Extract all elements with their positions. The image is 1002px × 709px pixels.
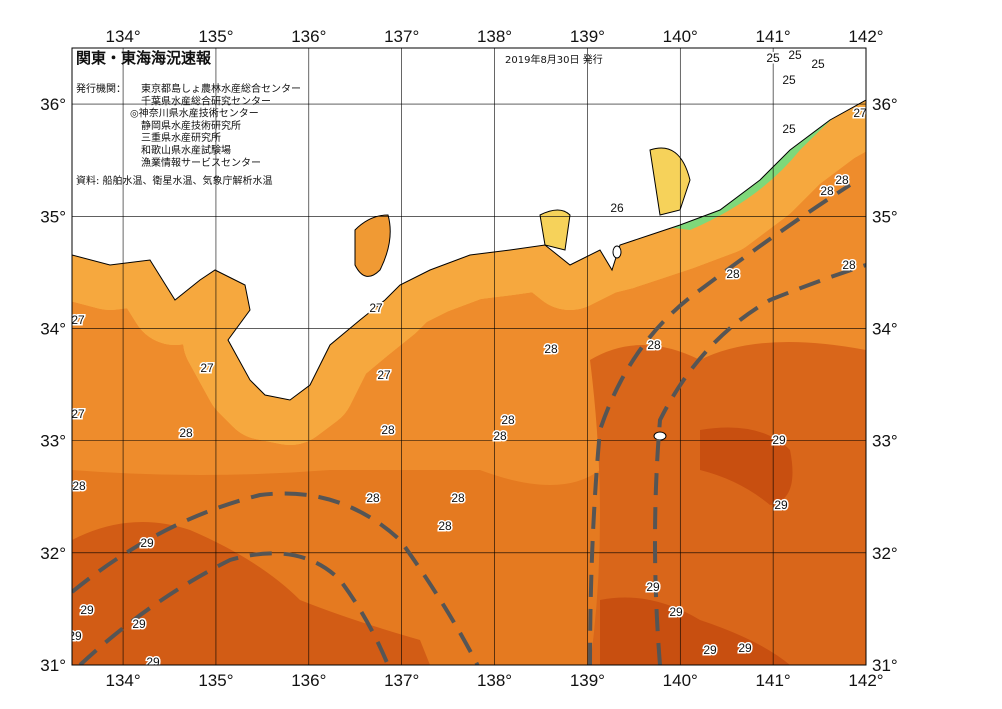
lon-label: 137° [384, 671, 419, 690]
issue-date: 2019年8月30日 発行 [505, 53, 603, 66]
lon-label: 134° [105, 671, 140, 690]
lon-label: 135° [198, 671, 233, 690]
axis-labels: 134° 134° 135° 135° 136° 136° 137° 137° 138° 138°… [40, 27, 897, 690]
publisher: 三重県水産研究所 [141, 131, 221, 144]
lat-label: 33° [872, 432, 898, 451]
contour-label: 28 [366, 491, 380, 505]
kuroshio [72, 183, 866, 665]
contour-label: 26 [610, 201, 624, 215]
title: 関東・東海海況速報 [76, 49, 212, 67]
island [653, 431, 667, 441]
lat-label: 32° [872, 544, 898, 563]
contour-label: 27 [200, 361, 214, 375]
ise-bay [354, 214, 391, 277]
contour-label: 25 [811, 57, 825, 71]
publisher: ◎神奈川県水産技術センター [130, 107, 259, 120]
lat-label: 31° [40, 656, 66, 675]
lon-label: 134° [105, 27, 140, 46]
contour-label: 25 [788, 48, 802, 62]
suruga-bay [539, 209, 571, 251]
contour-label: 28 [179, 426, 193, 440]
contour-label: 28 [451, 491, 465, 505]
contour-label: 27 [71, 313, 85, 327]
lon-label: 141° [756, 671, 791, 690]
contour-label: 29 [68, 629, 82, 643]
publishers: 東京都島しょ農林水産総合センター千葉県水産総合研究センター◎神奈川県水産技術セン… [130, 82, 301, 169]
contour-label: 28 [381, 423, 395, 437]
lon-label: 136° [291, 671, 326, 690]
lon-label: 138° [477, 671, 512, 690]
island [612, 245, 622, 259]
contour-label: 28 [544, 342, 558, 356]
publisher: 和歌山県水産試験場 [141, 144, 231, 157]
kuroshio-line [653, 263, 866, 665]
contour-label: 29 [146, 655, 160, 669]
contour-label: 27 [369, 301, 383, 315]
sea-29-5-south [600, 597, 790, 665]
lon-label: 135° [198, 27, 233, 46]
contour-label: 27 [377, 368, 391, 382]
contour-label: 29 [703, 643, 717, 657]
sea-29-5 [700, 427, 793, 505]
contour-label: 25 [782, 122, 796, 136]
kuroshio-line [72, 491, 480, 665]
lon-label: 142° [848, 27, 883, 46]
lat-label: 34° [40, 319, 66, 338]
contour-label: 29 [132, 617, 146, 631]
lon-label: 140° [663, 27, 698, 46]
contour-label: 28 [647, 338, 661, 352]
lon-label: 138° [477, 27, 512, 46]
lon-label: 137° [384, 27, 419, 46]
publisher: 千葉県水産総合研究センター [141, 94, 271, 107]
lon-label: 142° [848, 671, 883, 690]
contour-label: 29 [738, 641, 752, 655]
contour-label: 27 [71, 407, 85, 421]
contour-label: 25 [766, 51, 780, 65]
lat-label: 34° [872, 319, 898, 338]
contour-label: 29 [772, 433, 786, 447]
publisher: 静岡県水産技術研究所 [141, 119, 241, 132]
contour-label: 28 [726, 267, 740, 281]
lat-label: 35° [40, 207, 66, 226]
lat-label: 35° [872, 207, 898, 226]
contour-label: 28 [835, 173, 849, 187]
frame [71, 47, 867, 666]
contour-label: 29 [669, 605, 683, 619]
contour-label: 29 [774, 498, 788, 512]
sea-29-west [72, 522, 430, 665]
lon-label: 139° [570, 671, 605, 690]
contour-label: 28 [820, 184, 834, 198]
contour-label: 28 [493, 429, 507, 443]
lon-label: 136° [291, 27, 326, 46]
contour-label: 28 [438, 519, 452, 533]
contour-label: 28 [72, 479, 86, 493]
contour-label: 28 [842, 258, 856, 272]
lat-label: 31° [872, 656, 898, 675]
source: 資料: 船舶水温、衛星水温、気象庁解析水温 [76, 174, 273, 187]
lat-label: 36° [40, 95, 66, 114]
kuroshio-line [78, 551, 391, 665]
lon-label: 139° [570, 27, 605, 46]
contour-label: 28 [501, 413, 515, 427]
contour-label: 27 [853, 106, 867, 120]
lat-label: 32° [40, 544, 66, 563]
kuroshio-line [588, 183, 852, 665]
publisher: 漁業情報サービスセンター [141, 156, 261, 169]
lon-label: 140° [663, 671, 698, 690]
lat-label: 33° [40, 432, 66, 451]
contour-label: 29 [140, 536, 154, 550]
contour-label: 25 [782, 73, 796, 87]
contour-label: 29 [646, 580, 660, 594]
lon-label: 141° [756, 27, 791, 46]
contour-label: 29 [80, 603, 94, 617]
land [72, 48, 866, 401]
graticule [72, 48, 866, 665]
publisher: 東京都島しょ農林水産総合センター [141, 82, 301, 95]
publisher-label: 発行機関： [76, 82, 126, 95]
lat-label: 36° [872, 95, 898, 114]
